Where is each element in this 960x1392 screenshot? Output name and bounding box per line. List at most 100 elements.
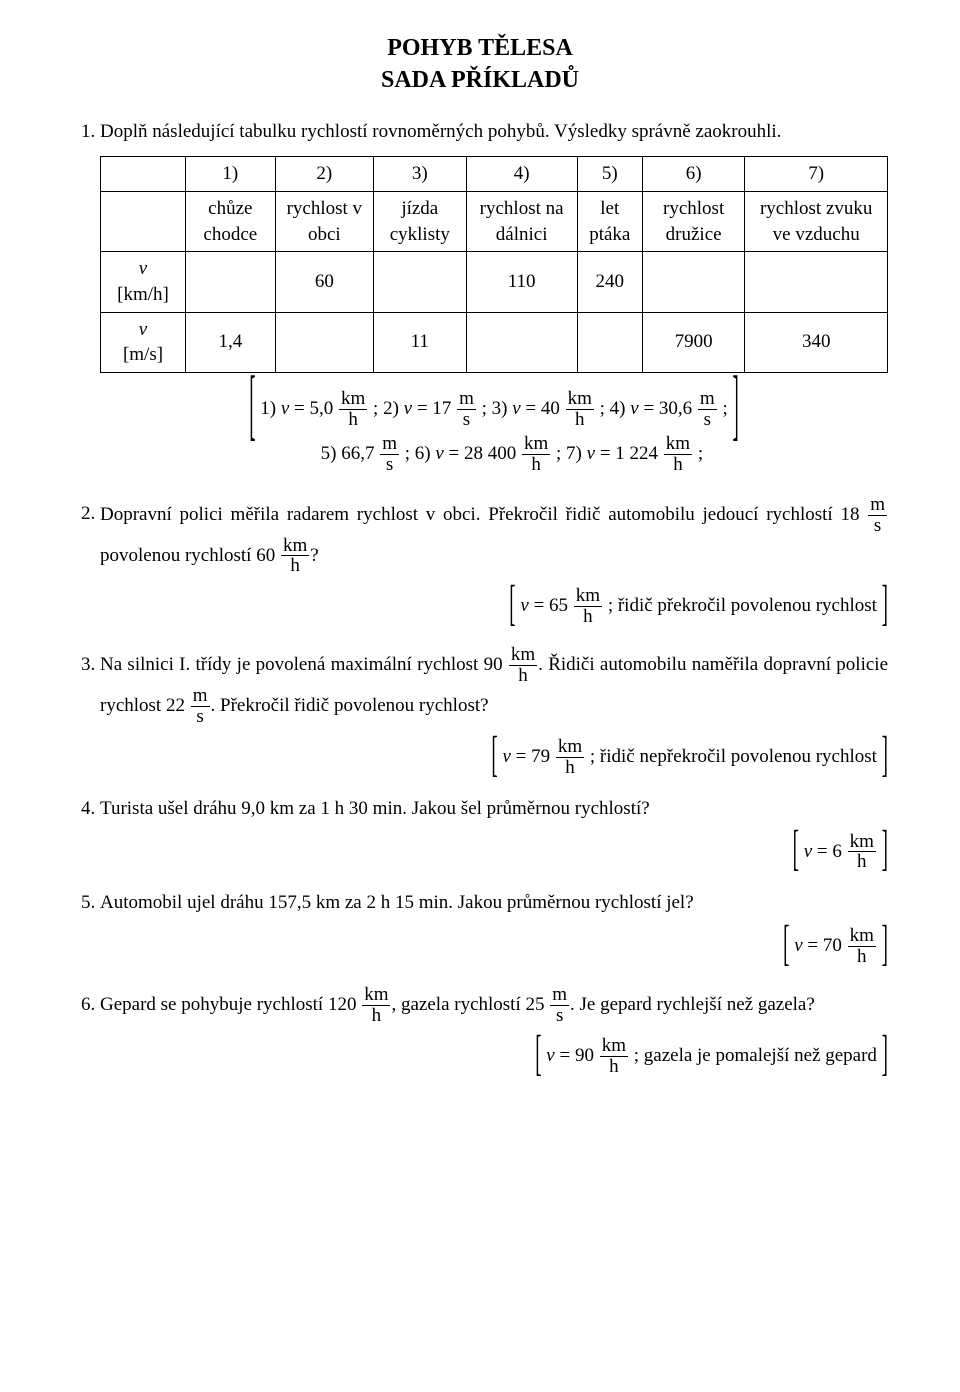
frac-kmh: kmh [848,926,876,967]
col-label-6: rychlost družice [642,192,744,252]
r1c1 [186,252,276,312]
problem-5: Automobil ujel dráhu 157,5 km za 2 h 15 … [100,890,888,967]
den: s [698,409,717,430]
frac-kmh: kmh [848,832,876,873]
frac-ms: ms [550,985,569,1026]
row1-head: v [km/h] [101,252,186,312]
r2c6: 7900 [642,312,744,372]
v: v [435,443,443,464]
table-row-kmh: v [km/h] 60 110 240 [101,252,888,312]
den: s [380,454,399,475]
p6-ans-post: ; gazela je pomalejší než gepard [629,1045,877,1066]
r1c2: 60 [275,252,373,312]
den: s [191,706,210,727]
col-num-5: 5) [577,157,642,192]
v: v [520,595,528,616]
p3-ans-pre: = 79 [511,746,555,767]
r2c4 [466,312,577,372]
a3: ; 3) [482,398,513,419]
v: v [512,398,520,419]
den: h [566,409,594,430]
frac-kmh: kmh [339,389,367,430]
a4: ; 4) [600,398,631,419]
left-bracket-icon: [ [535,1022,541,1089]
p5-text: Automobil ujel dráhu 157,5 km za 2 h 15 … [100,892,694,913]
right-bracket-icon: ] [882,912,888,979]
a6b: = 28 400 [444,443,521,464]
problem-5-answer: [ v = 70 kmh ] [100,926,888,967]
v: v [794,935,802,956]
right-bracket-icon: ] [732,355,738,463]
frac-kmh: kmh [574,586,602,627]
problem-6-answer: [ v = 90 kmh ; gazela je pomalejší než g… [100,1036,888,1077]
v: v [404,398,412,419]
den: s [868,515,887,536]
frac-kmh: kmh [522,434,550,475]
left-bracket-icon: [ [249,355,255,463]
p5-ans-pre: = 70 [803,935,847,956]
p6-text2: , gazela rychlostí 25 [391,994,549,1015]
v: v [804,840,812,861]
den: h [339,409,367,430]
den: h [600,1056,628,1077]
col-label-3: jízda cyklisty [374,192,467,252]
frac-ms: ms [698,389,717,430]
frac-ms: ms [868,495,887,536]
den: h [362,1005,390,1026]
table-row-ms: v [m/s] 1,4 11 7900 340 [101,312,888,372]
num: km [556,737,584,757]
v: v [502,746,510,767]
col-num-3: 3) [374,157,467,192]
p2-text3: ? [310,544,318,565]
r1c4: 110 [466,252,577,312]
r1c7 [745,252,888,312]
a5: 5) 66,7 [321,443,380,464]
num: km [522,434,550,454]
num: km [281,536,309,556]
r2c1: 1,4 [186,312,276,372]
left-bracket-icon: [ [509,573,515,640]
r1c5: 240 [577,252,642,312]
row1-unit: [km/h] [117,284,169,305]
row2-unit: [m/s] [123,344,163,365]
a2b: = 17 [412,398,456,419]
col-num-2: 2) [275,157,373,192]
a6: ; 6) [405,443,436,464]
p2-ans-post: ; řidič překročil povolenou rychlost [603,595,877,616]
num: m [380,434,399,454]
num: km [600,1036,628,1056]
row2-sym: v [139,319,147,340]
problem-2-answer: [ v = 65 kmh ; řidič překročil povolenou… [100,586,888,627]
p2-ans-pre: = 65 [529,595,573,616]
left-bracket-icon: [ [491,723,497,790]
den: s [550,1005,569,1026]
a1b: = 5,0 [289,398,338,419]
problem-6: Gepard se pohybuje rychlostí 120 kmh, ga… [100,985,888,1077]
col-num-7: 7) [745,157,888,192]
frac-ms: ms [380,434,399,475]
frac-kmh: kmh [281,536,309,577]
p4-text: Turista ušel dráhu 9,0 km za 1 h 30 min.… [100,798,650,819]
problem-4: Turista ušel dráhu 9,0 km za 1 h 30 min.… [100,796,888,873]
p3-ans-post: ; řidič nepřekročil povolenou rychlost [585,746,877,767]
col-label-1: chůze chodce [186,192,276,252]
r2c3: 11 [374,312,467,372]
a7: ; 7) [556,443,587,464]
frac-kmh: kmh [556,737,584,778]
num: km [664,434,692,454]
num: m [698,389,717,409]
problem-1-text: Doplň následující tabulku rychlostí rovn… [100,121,781,142]
num: km [339,389,367,409]
col-label-4: rychlost na dálnici [466,192,577,252]
problem-3: Na silnici I. třídy je povolená maximáln… [100,645,888,778]
col-num-6: 6) [642,157,744,192]
p6-text1: Gepard se pohybuje rychlostí 120 [100,994,361,1015]
page-title: POHYB TĚLESA [72,32,888,64]
num: m [191,686,210,706]
num: km [848,832,876,852]
a7b: = 1 224 [595,443,663,464]
num: km [574,586,602,606]
p2-text1: Dopravní polici měřila radarem rychlost … [100,503,867,524]
num: km [509,645,537,665]
a2: ; 2) [373,398,404,419]
